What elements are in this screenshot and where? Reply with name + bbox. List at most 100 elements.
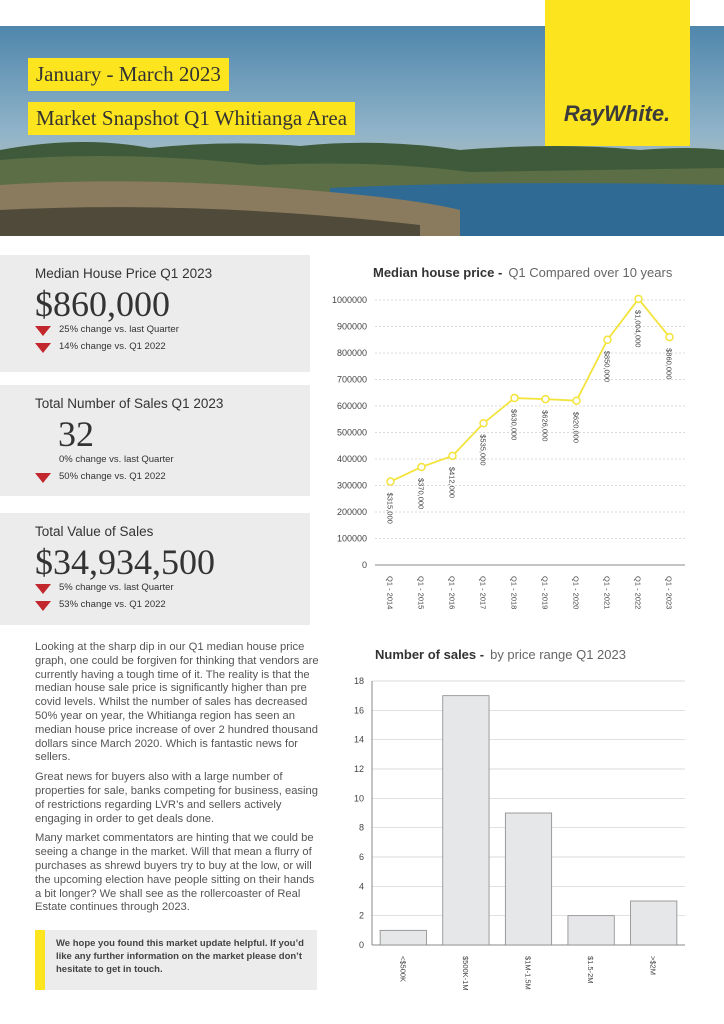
value-label: $535,000 xyxy=(479,434,488,465)
x-tick-label: Q1 - 2017 xyxy=(479,576,488,609)
y-tick-label: 6 xyxy=(359,852,364,862)
x-tick-label: $1.5-2M xyxy=(586,956,595,984)
trend-arrow-shape xyxy=(35,326,51,336)
stat-value: $860,000 xyxy=(35,284,170,324)
callout: We hope you found this market update hel… xyxy=(56,938,304,975)
paragraph: Great news for buyers also with a large … xyxy=(35,771,318,825)
point xyxy=(541,394,550,404)
x-tick-label: Q1 - 2014 xyxy=(386,576,395,609)
y-tick-label: 12 xyxy=(354,764,364,774)
point xyxy=(634,294,643,304)
stat-panel: Median House Price Q1 2023 $860,000 25% ch… xyxy=(0,255,310,372)
x-tick-label: $1M-1.5M xyxy=(524,956,533,990)
x-tick-label: Q1 - 2016 xyxy=(448,576,457,609)
y-tick-label: 700000 xyxy=(337,375,367,385)
x-tick-label: >$2M xyxy=(649,956,658,975)
y-tick-label: 100000 xyxy=(337,534,367,544)
value-label: $315,000 xyxy=(386,493,395,524)
stat-title: Median House Price Q1 2023 xyxy=(35,266,213,281)
trend-arrow xyxy=(35,601,51,611)
stat-panel: Total Value of Sales $34,934,500 5% change… xyxy=(0,513,310,625)
y-tick-label: 10 xyxy=(354,793,364,803)
point xyxy=(417,462,426,472)
y-tick-label: 200000 xyxy=(337,507,367,517)
value-label: $412,000 xyxy=(448,467,457,498)
stat-title: Total Number of Sales Q1 2023 xyxy=(35,396,224,411)
x-tick-label: Q1 - 2018 xyxy=(510,576,519,609)
x-tick-label: $500K-1M xyxy=(461,956,470,991)
bar-chart: Number of sales - by price range Q1 2023 0… xyxy=(354,647,685,991)
bar xyxy=(379,929,427,946)
trend-arrow-shape xyxy=(35,584,51,594)
x-tick-label: Q1 - 2015 xyxy=(417,576,426,609)
point xyxy=(603,335,612,344)
trend-arrow xyxy=(35,584,51,594)
stat-value: 32 xyxy=(58,414,94,454)
stat-change: 50% change vs. Q1 2022 xyxy=(59,471,166,482)
y-tick-label: 300000 xyxy=(337,481,367,491)
y-tick-label: 8 xyxy=(359,823,364,833)
point xyxy=(572,396,581,405)
chart-title: Number of sales - xyxy=(375,647,484,662)
y-tick-label: 2 xyxy=(359,911,364,921)
stat-title: Total Value of Sales xyxy=(35,524,154,539)
stat-value: $34,934,500 xyxy=(35,542,215,582)
point xyxy=(448,451,457,461)
chart-subtitle: Q1 Compared over 10 years xyxy=(508,265,673,280)
paragraph: Many market commentators are hinting tha… xyxy=(35,832,315,914)
date-range: January - March 2023 xyxy=(28,58,229,91)
stat-change: 0% change vs. last Quarter xyxy=(59,454,174,465)
value-label: $860,000 xyxy=(665,348,674,379)
point xyxy=(510,393,519,403)
callout-accent xyxy=(35,930,45,990)
logo: RayWhite. xyxy=(564,101,670,126)
value-label: $1,004,000 xyxy=(634,310,643,348)
chart-title: Median house price - xyxy=(373,265,502,280)
y-tick-label: 600000 xyxy=(337,401,367,411)
bar xyxy=(567,915,615,946)
paragraph: Looking at the sharp dip in our Q1 media… xyxy=(35,641,319,764)
y-tick-label: 800000 xyxy=(337,348,367,358)
value-label: $630,000 xyxy=(510,409,519,440)
y-tick-label: 500000 xyxy=(337,428,367,438)
y-tick-label: 18 xyxy=(354,676,364,686)
trend-arrow xyxy=(35,473,51,483)
y-tick-label: 900000 xyxy=(337,322,367,332)
line-chart: Median house price - Q1 Compared over 10 … xyxy=(332,265,685,609)
y-tick-label: 4 xyxy=(359,881,364,891)
y-tick-label: 16 xyxy=(354,705,364,715)
stat-change: 5% change vs. last Quarter xyxy=(59,582,174,593)
y-tick-label: 1000000 xyxy=(332,295,367,305)
y-tick-label: 400000 xyxy=(337,454,367,464)
x-tick-label: Q1 - 2021 xyxy=(603,576,612,609)
point xyxy=(386,477,395,486)
trend-arrow-shape xyxy=(35,343,51,353)
body-text: Looking at the sharp dip in our Q1 media… xyxy=(35,641,320,921)
trend-arrow-shape xyxy=(35,473,51,483)
callout-box xyxy=(45,930,317,990)
x-tick-label: Q1 - 2019 xyxy=(541,576,550,609)
y-tick-label: 14 xyxy=(354,735,364,745)
x-tick-label: <$500K xyxy=(398,956,407,982)
value-label: $626,000 xyxy=(541,410,550,441)
line xyxy=(390,297,671,483)
trend-arrow xyxy=(35,326,51,336)
y-tick-label: 0 xyxy=(359,940,364,950)
chart-subtitle: by price range Q1 2023 xyxy=(490,647,626,662)
value-label: $850,000 xyxy=(603,351,612,382)
stat-change: 25% change vs. last Quarter xyxy=(59,324,179,335)
x-tick-label: Q1 - 2023 xyxy=(665,576,674,609)
page-title: Market Snapshot Q1 Whitianga Area xyxy=(28,102,356,135)
bar xyxy=(630,900,678,946)
point xyxy=(479,418,488,428)
trend-arrow xyxy=(35,343,51,353)
trend-arrow-shape xyxy=(35,601,51,611)
stat-panel: Total Number of Sales Q1 2023 32 0% change… xyxy=(0,385,310,496)
point xyxy=(665,332,674,342)
logo-box xyxy=(545,0,690,146)
value-label: $620,000 xyxy=(572,412,581,443)
stat-change: 53% change vs. Q1 2022 xyxy=(59,599,166,610)
y-tick-label: 0 xyxy=(362,560,367,570)
